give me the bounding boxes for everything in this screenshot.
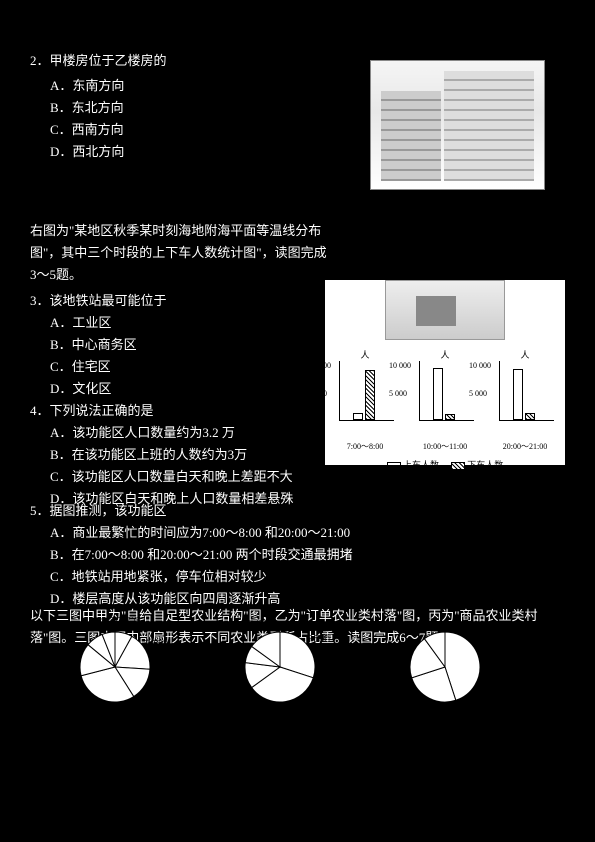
svg-text:杂交稻: 杂交稻 bbox=[144, 638, 168, 648]
bar-off-1 bbox=[365, 370, 375, 420]
svg-text:蔬菜类: 蔬菜类 bbox=[94, 617, 118, 625]
bar-on-1 bbox=[353, 413, 363, 420]
pie-section: 红薯等杂交稻水果类旱类玉米其它蔬菜类 甲 自给自足类村落 杂交稻红薯稻玉米其它蔬… bbox=[40, 617, 520, 742]
svg-text:玉米: 玉米 bbox=[61, 651, 77, 661]
svg-text:杂交稻: 杂交稻 bbox=[306, 633, 330, 643]
svg-text:其它: 其它 bbox=[79, 623, 95, 633]
q5-block: 5．据图推测，该功能区 A．商业最繁忙的时间应为7:00～8:00 和20:00… bbox=[30, 500, 550, 610]
svg-text:杂交稻: 杂交稻 bbox=[479, 653, 503, 663]
pie-bing: 杂交稻红薯稻玉米其它 丙 商品农业类村落 bbox=[370, 617, 520, 742]
svg-text:红薯等: 红薯等 bbox=[115, 617, 139, 625]
q2-options: A．东南方向 B．东北方向 C．西南方向 D．西北方向 bbox=[50, 75, 200, 163]
pie-yi: 杂交稻红薯稻玉米其它蔬菜类 乙 订单农业类村落 bbox=[205, 617, 355, 742]
subway-photo bbox=[385, 280, 505, 340]
svg-text:其它: 其它 bbox=[422, 617, 438, 626]
q2: 2．甲楼房位于乙楼房的 bbox=[30, 50, 350, 72]
bar-chart-3: 人 10 000 5 000 20:00～21:00 bbox=[489, 348, 561, 452]
pie-jia: 红薯等杂交稻水果类旱类玉米其它蔬菜类 甲 自给自足类村落 bbox=[40, 617, 190, 742]
svg-text:其它: 其它 bbox=[228, 644, 244, 654]
subway-intro: 右图为"某地区秋季某时刻海地附海平面等温线分布图"，其中三个时段的上下车人数统计… bbox=[30, 220, 330, 286]
bar-on-3 bbox=[513, 369, 523, 420]
building-photo bbox=[370, 60, 545, 190]
bar-off-3 bbox=[525, 413, 535, 420]
svg-text:玉米: 玉米 bbox=[392, 646, 408, 656]
svg-text:旱类: 旱类 bbox=[90, 705, 106, 715]
svg-text:水果类: 水果类 bbox=[143, 685, 167, 695]
svg-text:红薯稻: 红薯稻 bbox=[275, 707, 299, 717]
svg-text:红薯稻: 红薯稻 bbox=[412, 703, 436, 713]
svg-text:蔬菜类: 蔬菜类 bbox=[247, 619, 271, 629]
bar-on-2 bbox=[433, 368, 443, 420]
bar-off-2 bbox=[445, 414, 455, 420]
q3-block: 3．该地铁站最可能位于 A．工业区 B．中心商务区 C．住宅区 D．文化区 bbox=[30, 290, 310, 400]
subway-chart-group: 人 10 000 5 000 7:00～8:00 人 10 000 5 000 bbox=[325, 280, 565, 465]
bar-legend: 上车人数 下车人数 bbox=[325, 458, 565, 471]
svg-text:玉米: 玉米 bbox=[226, 673, 242, 683]
